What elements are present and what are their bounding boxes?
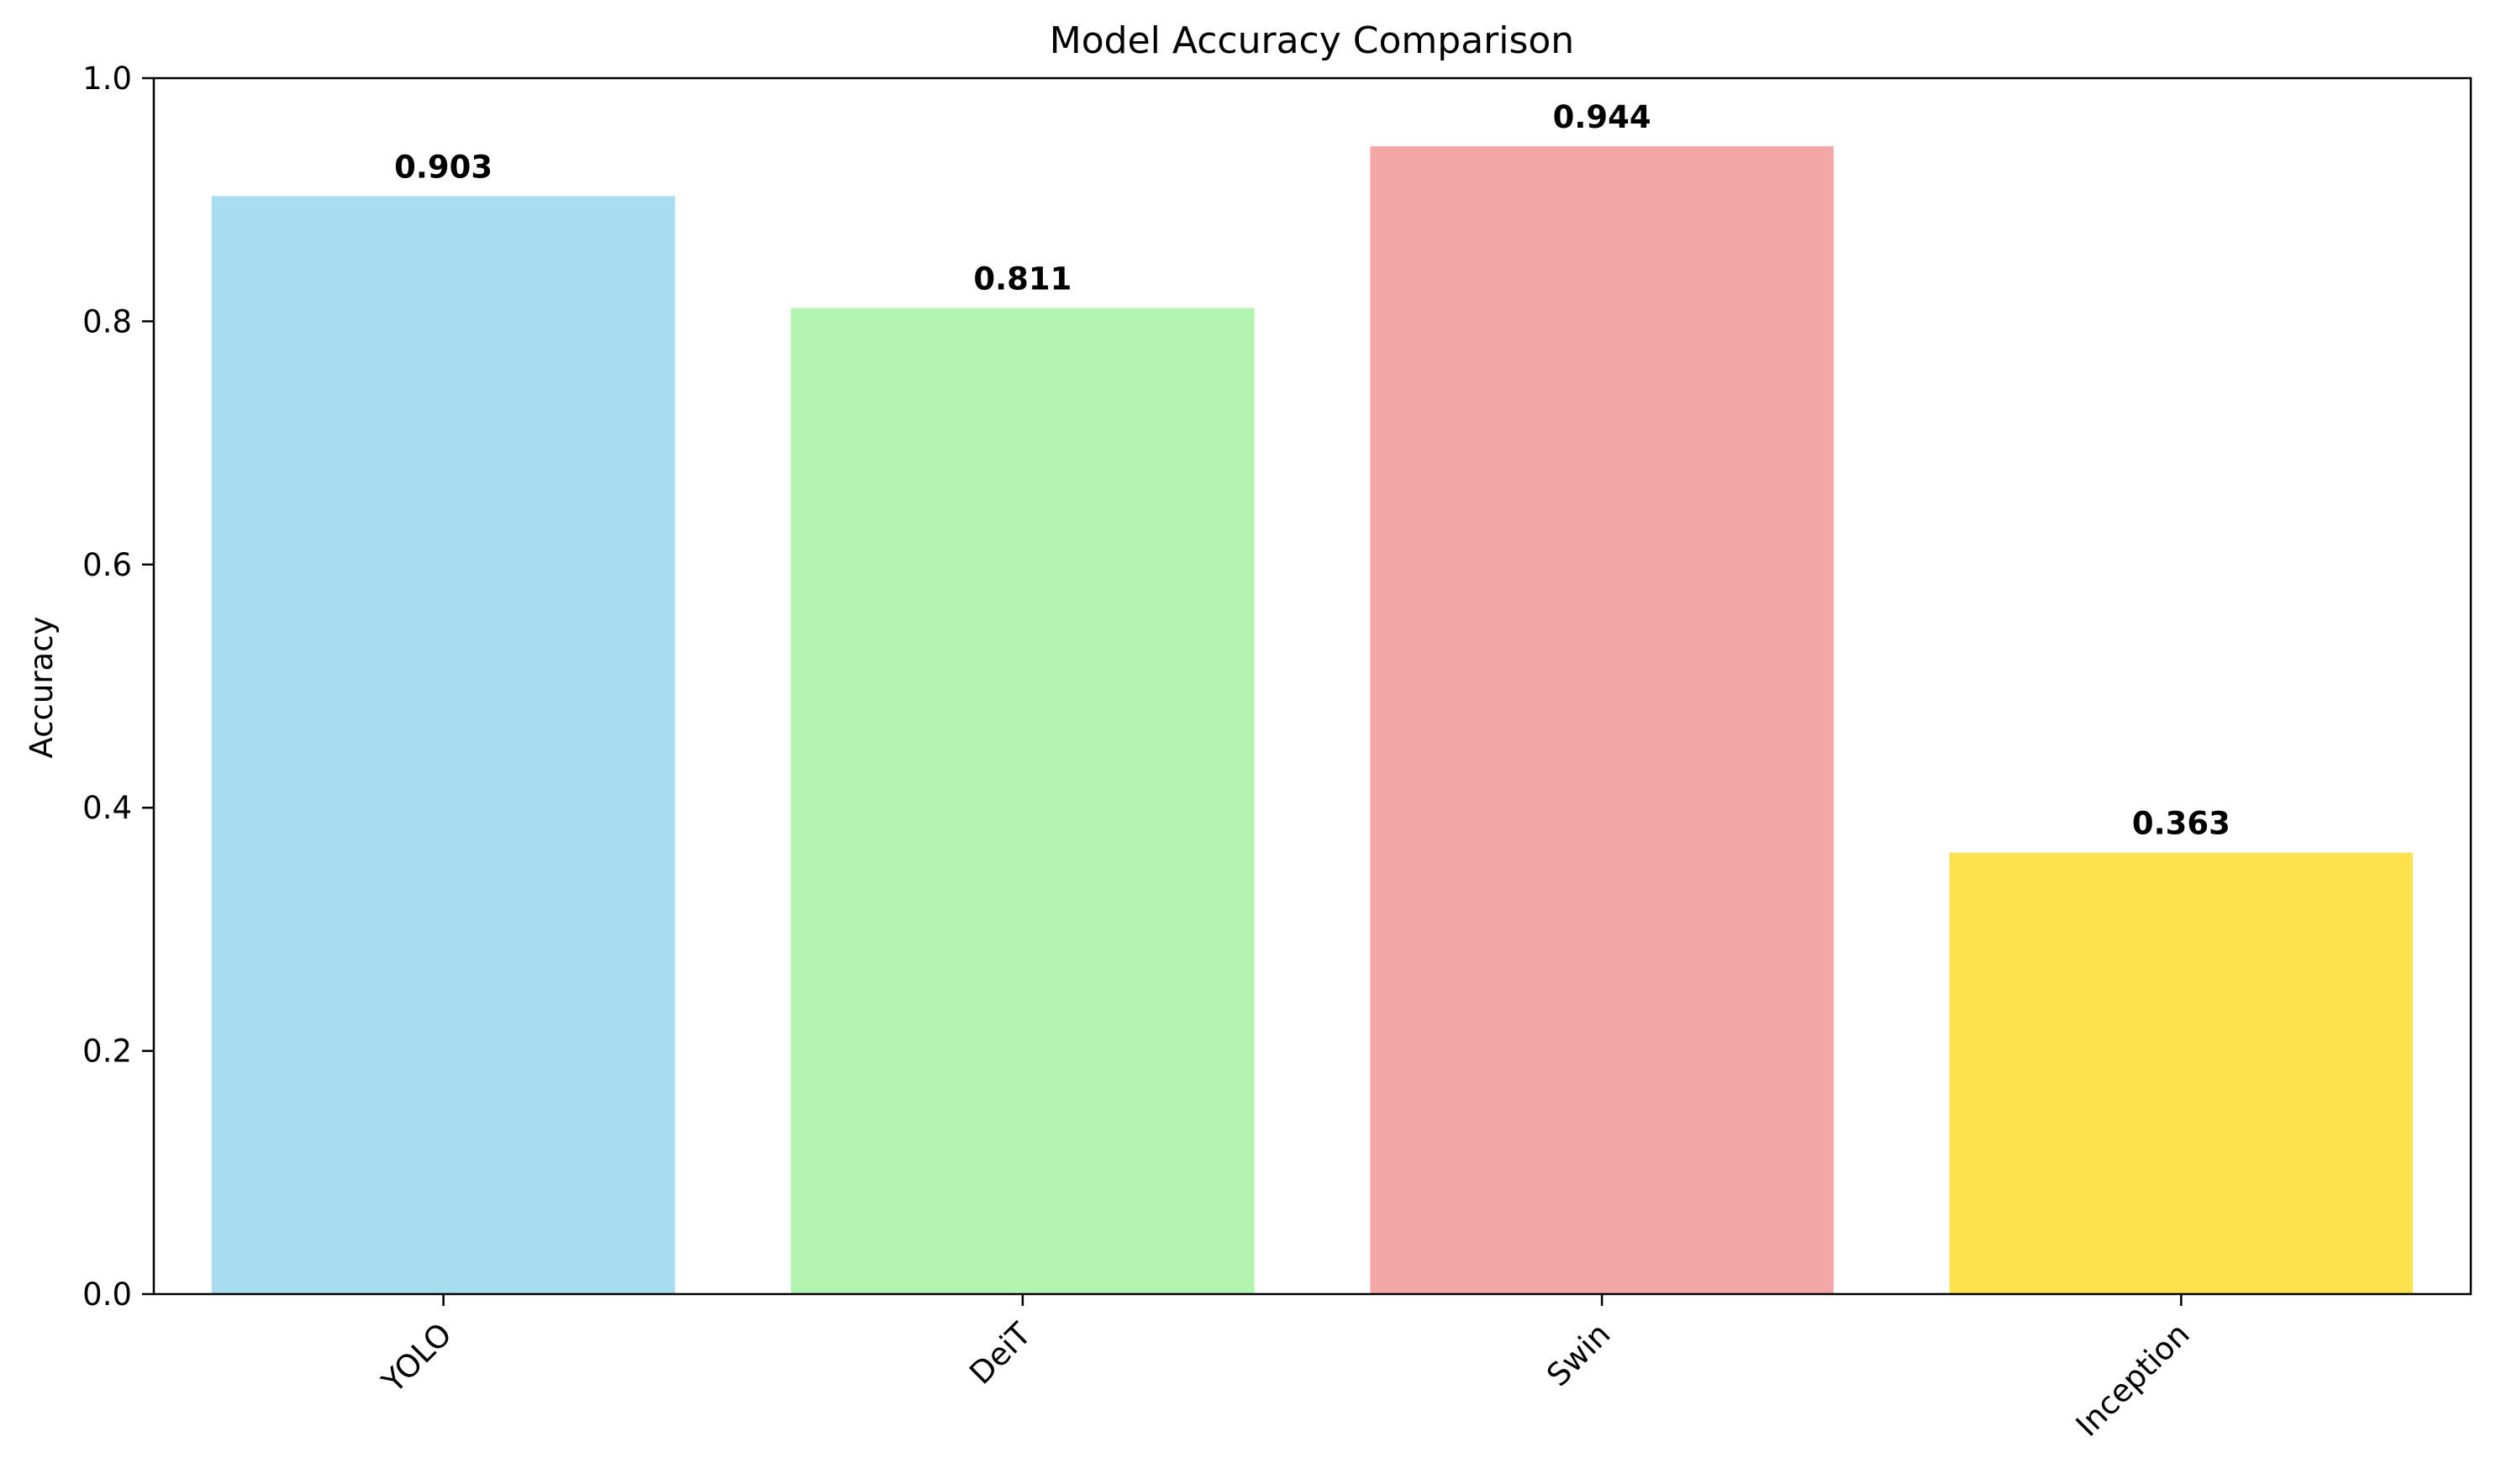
y-axis-label: Accuracy bbox=[24, 617, 60, 759]
bar-yolo bbox=[211, 196, 676, 1294]
y-tick-label: 0.4 bbox=[82, 790, 132, 826]
y-tick-label: 0.8 bbox=[82, 303, 132, 339]
data-label-yolo: 0.903 bbox=[394, 149, 492, 185]
axes-frame bbox=[152, 76, 2472, 1296]
x-tick-label-deit: DeiT bbox=[962, 1316, 1038, 1392]
y-tick-label: 1.0 bbox=[82, 61, 132, 97]
x-tick-label-swin: Swin bbox=[1540, 1316, 1617, 1393]
y-tick-label: 0.0 bbox=[82, 1276, 132, 1313]
data-label-deit: 0.811 bbox=[973, 260, 1072, 297]
data-label-swin: 0.944 bbox=[1553, 99, 1651, 135]
bar-deit bbox=[791, 308, 1255, 1294]
bar-inception bbox=[1949, 852, 2414, 1294]
chart-title: Model Accuracy Comparison bbox=[1050, 19, 1574, 62]
y-tick-label: 0.2 bbox=[82, 1034, 132, 1070]
labels-layer: 0.903 0.811 0.944 0.363 bbox=[394, 99, 2230, 842]
x-tick-label-inception: Inception bbox=[2069, 1316, 2197, 1444]
y-tick-label: 0.6 bbox=[82, 547, 132, 583]
x-tick-label-yolo: YOLO bbox=[374, 1316, 458, 1400]
data-label-inception: 0.363 bbox=[2132, 806, 2230, 842]
bars-layer bbox=[211, 146, 2414, 1295]
bar-swin bbox=[1370, 146, 1834, 1295]
